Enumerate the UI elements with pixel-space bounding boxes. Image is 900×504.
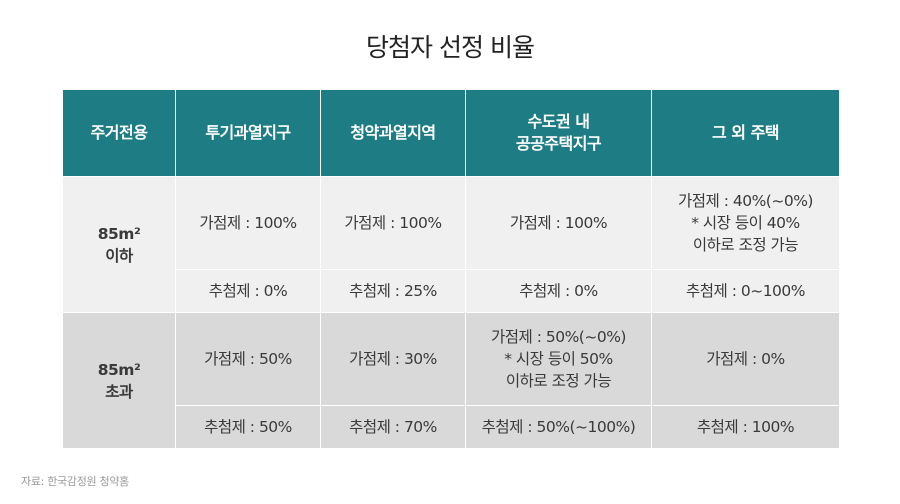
table-row: 추첨제 : 0% 추첨제 : 25% 추첨제 : 0% 추첨제 : 0~100% [63,269,840,313]
table-cell: 추첨제 : 100% [651,405,840,449]
table-cell: 가점제 : 0% [651,312,840,406]
selection-ratio-table: 주거전용 투기과열지구 청약과열지역 수도권 내 공공주택지구 그 외 주택 8… [62,89,840,449]
table-cell: 가점제 : 50%(~0%) * 시장 등이 50% 이하로 조정 가능 [465,312,652,406]
table-cell: 가점제 : 100% [320,176,466,270]
table-row: 85m² 이하 가점제 : 100% 가점제 : 100% 가점제 : 100%… [62,176,840,313]
source-note: 자료: 한국감정원 청약홈 [21,475,129,488]
table-cell: 추첨제 : 0% [175,269,321,313]
group-label-over-85: 85m² 초과 [62,312,176,449]
table-cell: 추첨제 : 0~100% [651,269,840,313]
table-cell: 가점제 : 30% [320,312,466,406]
table-cell: 추첨제 : 50% [175,405,321,449]
header-residential-area: 주거전용 [62,89,176,177]
header-other-housing: 그 외 주택 [651,89,840,177]
group-label-under-85: 85m² 이하 [62,176,176,313]
table-header-row: 주거전용 투기과열지구 청약과열지역 수도권 내 공공주택지구 그 외 주택 [62,89,840,177]
table-cell: 추첨제 : 50%(~100%) [465,405,652,449]
table-cell: 가점제 : 50% [175,312,321,406]
header-capital-public-housing-district: 수도권 내 공공주택지구 [465,89,652,177]
table-cell: 추첨제 : 25% [320,269,466,313]
header-speculation-zone: 투기과열지구 [175,89,321,177]
table-cell: 가점제 : 100% [465,176,652,270]
table-row: 추첨제 : 50% 추첨제 : 70% 추첨제 : 50%(~100%) 추첨제… [63,405,840,449]
table-row: 85m² 초과 가점제 : 50% 가점제 : 30% 가점제 : 50%(~0… [62,312,840,449]
table-cell: 가점제 : 100% [175,176,321,270]
table-cell: 가점제 : 40%(~0%) * 시장 등이 40% 이하로 조정 가능 [651,176,840,270]
table-cell: 추첨제 : 0% [465,269,652,313]
table-cell: 추첨제 : 70% [320,405,466,449]
page-title: 당첨자 선정 비율 [366,33,535,62]
header-overheated-subscription-area: 청약과열지역 [320,89,466,177]
